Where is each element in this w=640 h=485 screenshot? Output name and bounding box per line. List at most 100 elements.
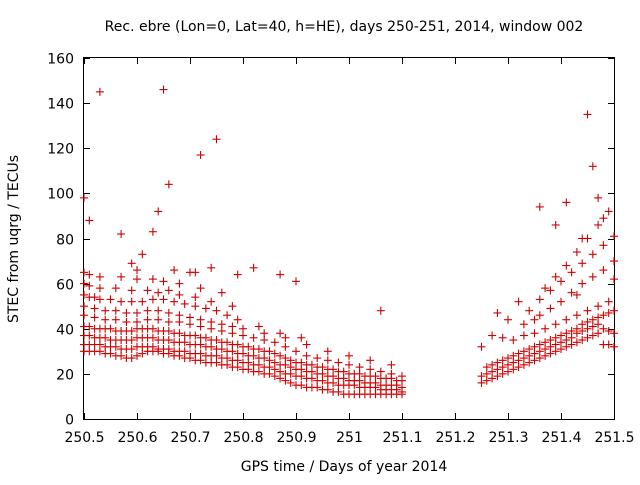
data-point <box>270 372 279 381</box>
data-point <box>292 277 300 286</box>
data-point <box>228 329 237 338</box>
data-point <box>265 369 274 378</box>
data-point <box>217 327 226 336</box>
data-point <box>276 270 285 279</box>
data-point <box>244 358 253 367</box>
data-point <box>95 284 104 293</box>
data-point <box>164 327 173 336</box>
data-point <box>249 351 258 360</box>
data-point <box>212 351 221 360</box>
data-point <box>276 351 285 360</box>
data-point <box>477 342 486 351</box>
data-point <box>562 342 571 351</box>
data-point <box>127 297 136 306</box>
y-tick-label: 60 <box>56 278 74 294</box>
data-point <box>488 331 497 340</box>
data-point <box>525 306 534 315</box>
data-point <box>488 374 497 383</box>
data-point <box>297 358 306 367</box>
data-point <box>551 320 560 329</box>
data-point <box>519 320 528 329</box>
data-point <box>122 317 131 326</box>
y-tick-label: 140 <box>47 97 74 113</box>
data-point <box>572 248 581 257</box>
data-point <box>244 342 253 351</box>
data-point <box>557 345 565 354</box>
y-axis-label: STEC from uqrg / TECUs <box>6 155 22 323</box>
data-point <box>212 306 221 315</box>
data-point <box>180 338 189 347</box>
data-point <box>101 333 110 342</box>
data-point <box>175 279 184 288</box>
data-point <box>355 369 364 378</box>
data-point <box>122 308 131 317</box>
data-point <box>594 329 603 338</box>
data-point <box>196 315 205 324</box>
data-point <box>599 324 608 333</box>
data-point <box>504 367 512 376</box>
data-point <box>562 315 571 324</box>
data-point <box>148 295 157 304</box>
data-point <box>286 369 295 378</box>
data-point <box>117 229 126 238</box>
data-point <box>276 329 285 338</box>
data-point <box>562 329 571 338</box>
data-point <box>217 320 226 329</box>
data-point <box>95 272 104 281</box>
data-point <box>387 369 396 378</box>
data-point <box>546 349 555 358</box>
data-point <box>228 347 237 356</box>
data-point <box>588 331 597 340</box>
data-point <box>366 365 375 374</box>
data-point <box>207 263 216 272</box>
data-point <box>355 376 364 385</box>
data-point <box>323 347 332 356</box>
data-point <box>329 365 338 374</box>
data-point <box>488 360 497 369</box>
x-tick-label: 251.5 <box>594 430 634 446</box>
data-point <box>90 313 99 322</box>
data-point <box>80 302 88 311</box>
data-point <box>366 356 375 365</box>
x-axis-label: GPS time / Days of year 2014 <box>241 459 448 475</box>
data-point <box>106 295 115 304</box>
data-point <box>525 358 534 367</box>
data-point <box>233 340 242 349</box>
x-tick-label: 251.4 <box>541 430 581 446</box>
data-point <box>164 286 173 295</box>
data-point <box>223 360 232 369</box>
data-point <box>164 317 173 326</box>
data-point <box>196 349 205 358</box>
data-point <box>127 327 136 336</box>
data-point <box>498 363 507 372</box>
data-point <box>154 288 163 297</box>
data-point <box>148 342 157 351</box>
data-point <box>525 345 534 354</box>
data-point <box>307 360 316 369</box>
data-point <box>270 338 279 347</box>
data-point <box>133 317 141 326</box>
data-point <box>578 327 587 336</box>
data-point <box>557 297 565 306</box>
data-point <box>604 207 613 216</box>
data-point <box>254 322 263 331</box>
data-point <box>148 275 157 284</box>
data-point <box>530 342 539 351</box>
data-point <box>164 308 173 317</box>
x-tick-label: 250.6 <box>117 430 157 446</box>
data-point <box>504 360 512 369</box>
data-point <box>535 311 544 320</box>
data-point <box>541 324 550 333</box>
data-point <box>318 376 327 385</box>
data-point <box>159 295 168 304</box>
data-point <box>95 340 104 349</box>
data-point <box>133 266 141 275</box>
data-point <box>186 320 194 329</box>
data-point <box>318 363 327 372</box>
data-point <box>588 272 597 281</box>
data-point <box>111 306 120 315</box>
data-point <box>186 313 194 322</box>
data-point <box>297 333 306 342</box>
data-point <box>599 311 608 320</box>
data-point <box>398 383 406 392</box>
